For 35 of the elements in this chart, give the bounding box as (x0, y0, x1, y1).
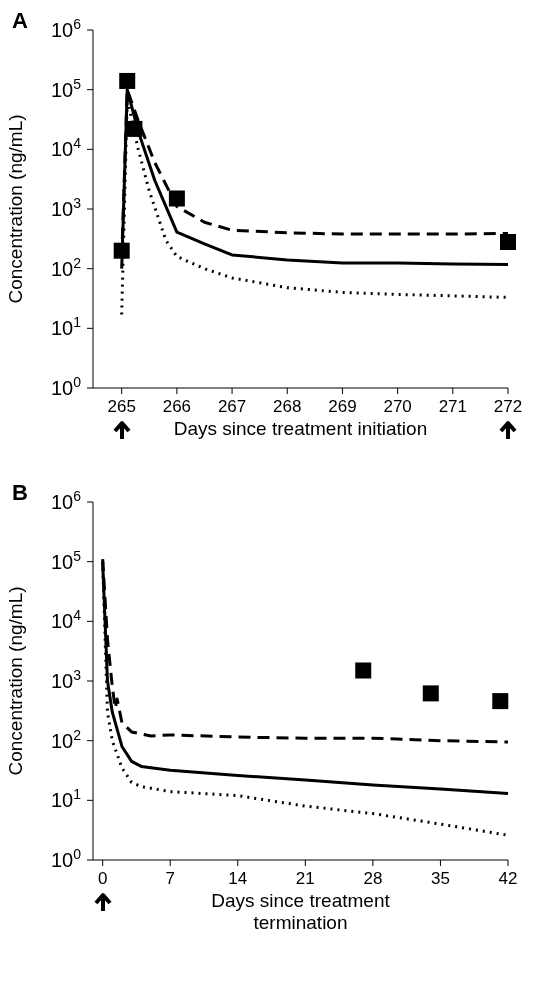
x-tick-label: 268 (273, 397, 302, 416)
y-tick-label: 10$^{6}$ (50, 16, 82, 41)
y-tick-label: 10$^{3}$ (50, 195, 82, 220)
x-tick-label: 272 (493, 397, 523, 416)
x-tick-label: 265 (107, 397, 136, 416)
y-tick-label: 10$^{4}$ (50, 607, 82, 633)
y-tick-label: 10$^{5}$ (50, 75, 82, 101)
x-tick-label: 271 (438, 397, 467, 416)
y-tick-label: 10$^{2}$ (50, 726, 82, 752)
x-axis-title: Days since treatment initiation (172, 418, 429, 440)
y-tick-label: 10$^{4}$ (50, 135, 82, 161)
y-tick-label: 10$^{1}$ (50, 314, 82, 340)
y-axis-title: Concentration (ng/mL) (4, 114, 26, 304)
x-tick-label: 266 (162, 397, 192, 416)
y-tick-label: 10$^{1}$ (50, 786, 82, 812)
chart-title: B (12, 480, 28, 506)
x-tick-label: 35 (430, 869, 450, 888)
y-tick-label: 10$^{5}$ (50, 547, 82, 573)
x-tick-label: 21 (295, 869, 315, 888)
x-tick-label: 267 (217, 397, 247, 416)
y-axis-title: Concentration (ng/mL) (4, 586, 26, 776)
x-tick-label: 14 (228, 869, 248, 888)
y-tick-label: 10$^{0}$ (50, 846, 82, 871)
y-tick-label: 10$^{3}$ (50, 667, 82, 692)
y-tick-label: 10$^{2}$ (50, 254, 82, 280)
x-tick-label: 0 (97, 869, 108, 888)
y-tick-label: 10$^{6}$ (50, 488, 82, 513)
y-tick-label: 10$^{0}$ (50, 374, 82, 399)
x-tick-label: 7 (165, 869, 175, 888)
x-axis-title: Days since treatment termination (210, 890, 391, 934)
x-tick-label: 28 (363, 869, 383, 888)
x-tick-label: 270 (383, 397, 412, 416)
x-tick-label: 42 (498, 869, 518, 888)
x-tick-label: 269 (328, 397, 357, 416)
chart-title: A (12, 8, 28, 34)
